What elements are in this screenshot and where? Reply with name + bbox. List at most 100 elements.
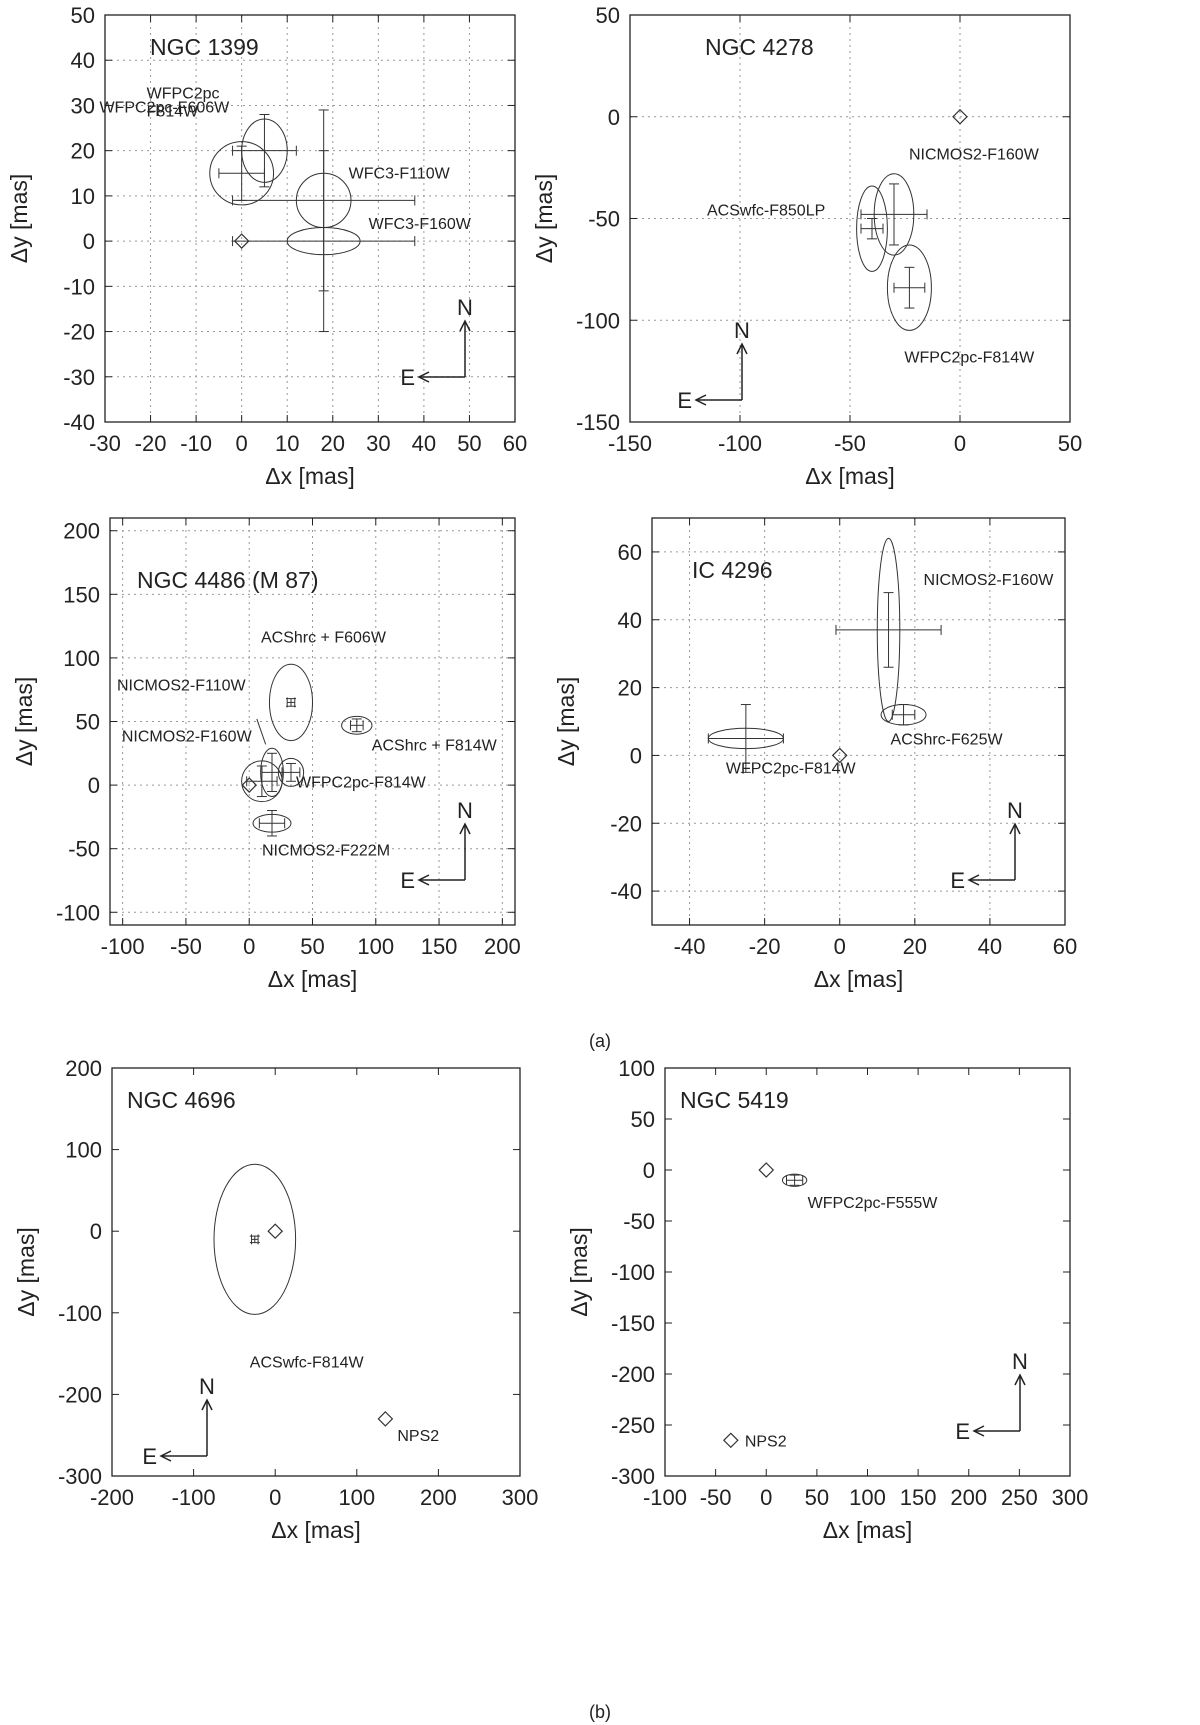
y-tick-label: -40 <box>63 410 95 435</box>
x-axis-label: Δx [mas] <box>805 463 894 489</box>
y-tick-label: 50 <box>596 3 620 28</box>
y-tick-label: -100 <box>58 1301 102 1326</box>
x-tick-label: 0 <box>954 431 966 456</box>
y-tick-label: 0 <box>643 1158 655 1183</box>
x-tick-label: -150 <box>608 431 652 456</box>
y-tick-label: -300 <box>58 1464 102 1489</box>
measurement-wfpc2pc-f814w: WFPC2pc-F814W <box>707 704 857 777</box>
east-label: E <box>955 1419 970 1444</box>
x-tick-label: 50 <box>300 934 324 959</box>
y-tick-label: 20 <box>71 139 95 164</box>
measurement-label: ACSwfc-F814W <box>250 1354 365 1371</box>
y-axis-label: Δy [mas] <box>11 677 37 766</box>
y-tick-label: -50 <box>68 837 100 862</box>
x-tick-label: 200 <box>950 1485 987 1510</box>
y-tick-label: -40 <box>610 879 642 904</box>
error-ellipse <box>213 1163 297 1315</box>
x-tick-label: 30 <box>366 431 390 456</box>
y-axis-label: Δy [mas] <box>531 174 557 263</box>
error-ellipse <box>886 244 932 331</box>
y-tick-label: 0 <box>90 1219 102 1244</box>
y-tick-label: 150 <box>63 582 100 607</box>
north-label: N <box>1007 798 1023 823</box>
plot-frame <box>104 14 516 423</box>
panel-ngc-4486-m-87-: -100 -50 0 50 100 150 200 -100 -50 0 50 100 150 200 Δx… <box>11 517 521 992</box>
reference-diamond <box>267 1223 284 1240</box>
measurement-acshrc-f625w: ACShrc-F625W <box>880 704 1004 749</box>
y-tick-label: 200 <box>63 519 100 544</box>
north-label: N <box>457 295 473 320</box>
y-axis-label: Δy [mas] <box>566 1227 592 1316</box>
north-arrowhead <box>201 1398 213 1411</box>
measurement-nicmos2-f160w: NICMOS2-F160W <box>860 146 1040 256</box>
measurement-wfpc2pc-f555w: WFPC2pc-F555W <box>781 1173 939 1212</box>
y-tick-label: 100 <box>63 646 100 671</box>
x-tick-label: 100 <box>338 1485 375 1510</box>
x-tick-label: 0 <box>236 431 248 456</box>
x-tick-label: 50 <box>805 1485 829 1510</box>
measurement-label: NICMOS2-F110W <box>117 677 247 694</box>
measurement-wfpc2pc-f814w: WFPC2pc-F814W <box>886 244 1035 367</box>
reference-diamond <box>831 747 848 764</box>
north-arrowhead <box>1014 1373 1026 1386</box>
east-arrowhead <box>694 394 707 406</box>
reference-diamond <box>233 233 250 249</box>
measurement-label: NICMOS2-F160W <box>909 146 1040 163</box>
x-tick-label: 60 <box>503 431 527 456</box>
y-tick-label: -50 <box>588 207 620 232</box>
y-tick-label: 40 <box>618 608 642 633</box>
x-tick-label: -100 <box>643 1485 687 1510</box>
x-tick-label: 0 <box>269 1485 281 1510</box>
measurement-label: WFPC2pc <box>147 85 220 102</box>
x-tick-label: 40 <box>978 934 1002 959</box>
x-tick-label: 60 <box>1053 934 1077 959</box>
x-tick-label: 150 <box>900 1485 937 1510</box>
compass: NE <box>142 1374 215 1469</box>
east-arrowhead <box>159 1450 172 1462</box>
measurement-label: WFC3-F110W <box>349 165 451 182</box>
x-tick-label: 20 <box>903 934 927 959</box>
reference-diamond <box>952 108 968 125</box>
compass: NE <box>400 798 473 893</box>
y-tick-label: -100 <box>576 308 620 333</box>
north-label: N <box>734 318 750 343</box>
compass: NE <box>950 798 1023 893</box>
x-tick-label: 20 <box>321 431 345 456</box>
north-arrowhead <box>459 822 471 835</box>
x-tick-label: -30 <box>89 431 121 456</box>
reference-diamond <box>758 1162 775 1178</box>
x-tick-label: 50 <box>1058 431 1082 456</box>
x-tick-label: 150 <box>421 934 458 959</box>
extra-point-label: NPS2 <box>745 1433 787 1450</box>
measurement-nicmos2-f160w: NICMOS2-F160W <box>835 537 1054 722</box>
y-tick-label: 100 <box>65 1138 102 1163</box>
compass: NE <box>677 318 750 413</box>
measurement-nicmos2-f222m: NICMOS2-F222M <box>252 810 390 859</box>
x-tick-label: 0 <box>834 934 846 959</box>
error-ellipse <box>241 760 283 803</box>
panel-ic-4296: -40 -20 0 20 40 60 -40 -20 0 20 40 60 Δx [mas] Δy [ma… <box>553 517 1077 992</box>
east-arrowhead <box>417 874 430 886</box>
y-tick-label: -150 <box>576 410 620 435</box>
y-tick-label: -100 <box>56 900 100 925</box>
measurement-label: WFPC2pc-F606W <box>99 100 230 117</box>
panel-title: NGC 5419 <box>680 1087 789 1113</box>
y-tick-label: -150 <box>611 1311 655 1336</box>
north-label: N <box>457 798 473 823</box>
x-axis-label: Δx [mas] <box>814 966 903 992</box>
x-tick-label: -100 <box>172 1485 216 1510</box>
x-axis-label: Δx [mas] <box>265 463 354 489</box>
measurement-label: WFPC2pc-F555W <box>808 1195 939 1212</box>
measurement-label: WFPC2pc-F814W <box>904 350 1035 367</box>
east-arrowhead <box>417 371 430 383</box>
y-axis-label: Δy [mas] <box>6 174 32 263</box>
y-tick-label: 50 <box>631 1107 655 1132</box>
error-ellipse <box>277 757 305 787</box>
x-tick-label: 100 <box>849 1485 886 1510</box>
x-axis-label: Δx [mas] <box>268 966 357 992</box>
measurement-label: ACShrc-F625W <box>891 732 1004 749</box>
plot-frame <box>111 1067 521 1477</box>
panel-ngc-5419: -100 -50 0 50 100 150 200 250 300 -300 -250 -200 -15… <box>566 1056 1088 1543</box>
